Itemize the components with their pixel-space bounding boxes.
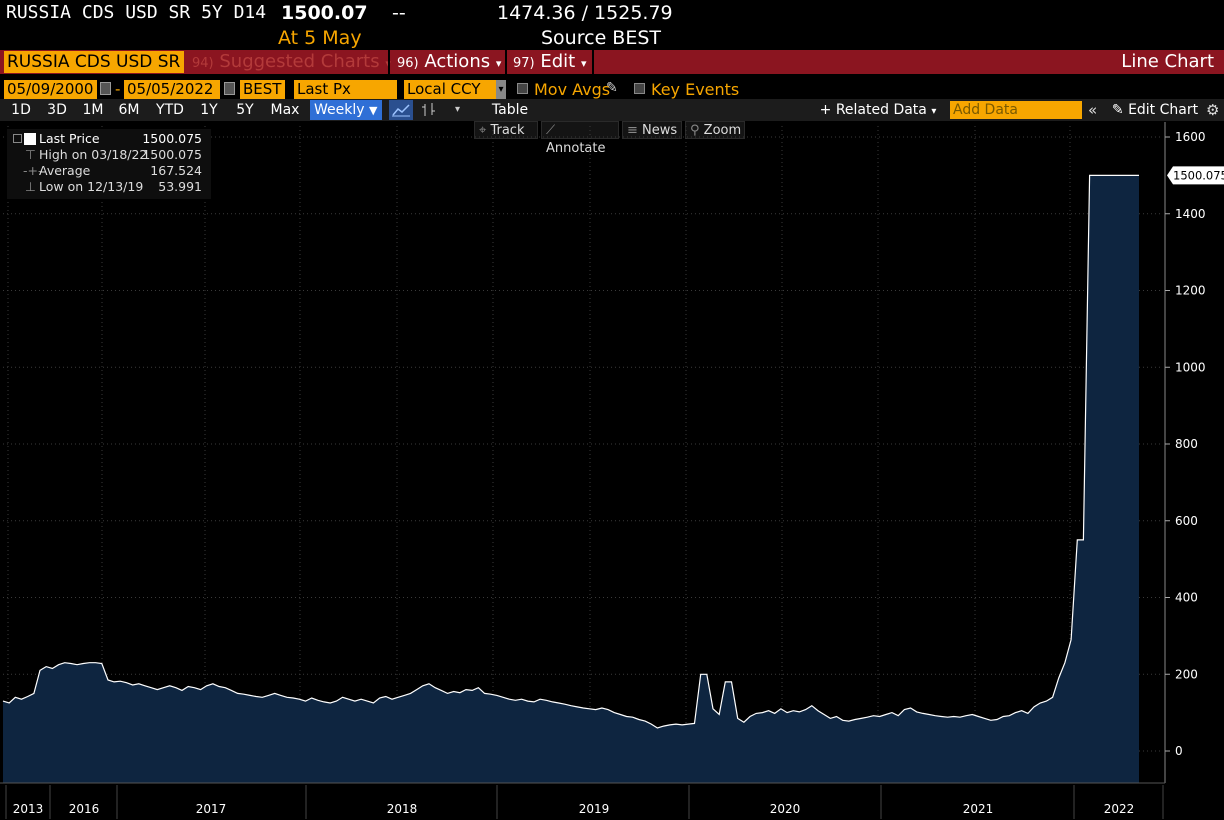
range-1y[interactable]: 1Y: [200, 102, 218, 118]
y-tick-label: 200: [1175, 667, 1198, 681]
range-1d[interactable]: 1D: [11, 102, 31, 118]
y-tick-label: 800: [1175, 437, 1198, 451]
function-toolbar: [0, 50, 1224, 74]
annotate-icon: ⟋: [546, 123, 556, 138]
chevron-down-icon: ▾: [580, 57, 587, 70]
ticker-title: RUSSIA CDS USD SR 5Y D14: [6, 2, 267, 23]
calendar-icon[interactable]: [100, 82, 111, 95]
range-ytd[interactable]: YTD: [156, 102, 184, 118]
key-events-label[interactable]: Key Events: [651, 80, 740, 99]
source-field[interactable]: BEST: [240, 80, 285, 99]
currency-dropdown-button[interactable]: ▾: [496, 80, 506, 99]
range-3d[interactable]: 3D: [47, 102, 67, 118]
header-row-2: At 5 May Source BEST: [0, 27, 661, 93]
toolbar-divider: [592, 50, 594, 74]
toolbar-divider: [388, 50, 390, 74]
y-tick-label: 1200: [1175, 284, 1206, 298]
bid-ask-range: 1474.36 / 1525.79: [497, 2, 673, 24]
line-chart-icon[interactable]: [389, 100, 413, 120]
chart-legend: Last Price 1500.075 ⊤ High on 03/18/22 1…: [7, 129, 211, 199]
periodicity-dropdown[interactable]: Weekly ▼: [310, 100, 382, 120]
date-separator: -: [115, 80, 121, 98]
last-value-label: 1500.075: [1173, 168, 1224, 182]
x-tick-label: 2016: [69, 802, 100, 816]
y-tick-label: 1400: [1175, 207, 1206, 221]
news-icon: ≡: [627, 123, 638, 138]
news-tool[interactable]: ≡ News: [622, 121, 682, 139]
mov-avgs-checkbox[interactable]: [517, 83, 528, 94]
series-area-fill: [3, 175, 1139, 783]
y-tick-label: 400: [1175, 591, 1198, 605]
suggested-charts-menu[interactable]: 94) Suggested Charts ▾: [192, 50, 391, 74]
edit-menu[interactable]: 97) Edit ▾: [513, 51, 587, 72]
annotate-tool[interactable]: ⟋ Annotate: [541, 121, 619, 156]
collapse-icon[interactable]: «: [1088, 101, 1098, 119]
y-tick-label: 1600: [1175, 130, 1206, 144]
start-date-field[interactable]: 05/09/2000: [4, 80, 97, 99]
key-events-checkbox[interactable]: [634, 83, 645, 94]
y-tick-label: 1000: [1175, 360, 1206, 374]
legend-low: ⊥ Low on 12/13/19 53.991: [25, 179, 202, 194]
chevron-down-icon: ▼: [368, 104, 378, 117]
x-tick-label: 2021: [963, 802, 994, 816]
x-tick-label: 2013: [13, 802, 44, 816]
x-tick-label: 2020: [770, 802, 801, 816]
x-tick-label: 2019: [579, 802, 610, 816]
y-tick-label: 0: [1175, 744, 1183, 758]
zoom-tool[interactable]: ⚲ Zoom: [685, 121, 745, 139]
field-selector[interactable]: Last Px: [294, 80, 397, 99]
legend-high: ⊤ High on 03/18/22 1500.075: [25, 147, 202, 162]
high-marker-icon: ⊤: [25, 147, 36, 162]
chevron-down-icon[interactable]: ▾: [455, 104, 461, 115]
calendar-icon[interactable]: [224, 82, 235, 95]
x-tick-label: 2022: [1104, 802, 1135, 816]
last-value-tag: [1167, 166, 1224, 185]
last-price: 1500.07: [281, 2, 368, 24]
track-tool[interactable]: ⌖ Track: [474, 121, 538, 139]
gear-icon[interactable]: ⚙: [1206, 101, 1220, 119]
security-label: RUSSIA CDS USD SR: [7, 52, 181, 72]
chevron-down-icon: ▾: [495, 57, 502, 70]
related-data-menu[interactable]: + Related Data ▾: [819, 102, 937, 118]
security-box[interactable]: [4, 51, 184, 73]
table-button[interactable]: Table: [491, 102, 529, 118]
source-label: Source BEST: [541, 27, 662, 49]
x-tick-label: 2017: [196, 802, 227, 816]
mov-avgs-label[interactable]: Mov Avgs: [534, 80, 611, 99]
range-6m[interactable]: 6M: [118, 102, 140, 118]
legend-average: -+- Average 167.524: [23, 163, 202, 178]
x-tick-label: 2018: [387, 802, 418, 816]
pencil-icon: ✎: [1111, 102, 1124, 118]
add-data-input[interactable]: Add Data: [950, 101, 1082, 119]
currency-selector[interactable]: Local CCY: [404, 80, 496, 99]
as-of-label: At 5 May: [278, 27, 362, 49]
y-tick-label: 600: [1175, 514, 1198, 528]
range-max[interactable]: Max: [270, 102, 300, 118]
chevron-down-icon: ▾: [931, 106, 937, 117]
range-1m[interactable]: 1M: [82, 102, 104, 118]
toolbar-divider: [505, 50, 507, 74]
crosshair-icon: ⌖: [479, 123, 487, 138]
actions-menu[interactable]: 96) Actions ▾: [397, 51, 502, 72]
change-dashes: --: [392, 2, 406, 24]
legend-swatch-fill: [24, 133, 36, 145]
series-line: [2, 174, 1139, 729]
ohlc-icon[interactable]: [418, 100, 440, 120]
header-row: RUSSIA CDS USD SR 5Y D14 1500.07 -- 1474…: [0, 2, 673, 112]
chart-type-label: Line Chart: [1121, 51, 1214, 72]
low-marker-icon: ⊥: [25, 179, 36, 194]
legend-last-price: Last Price 1500.075: [7, 131, 207, 147]
chart-area[interactable]: 0 200 400 600 800 1000 1200 1400 1600 1500.075 201…: [0, 121, 1224, 820]
end-date-field[interactable]: 05/05/2022: [124, 80, 220, 99]
average-marker-icon: -+-: [23, 163, 43, 178]
legend-swatch: [13, 134, 22, 143]
edit-chart-button[interactable]: ✎ Edit Chart: [1111, 102, 1199, 118]
zoom-icon: ⚲: [690, 123, 700, 138]
range-toolbar: [0, 99, 1224, 121]
range-5y[interactable]: 5Y: [236, 102, 254, 118]
pencil-icon[interactable]: ✎: [606, 80, 618, 96]
